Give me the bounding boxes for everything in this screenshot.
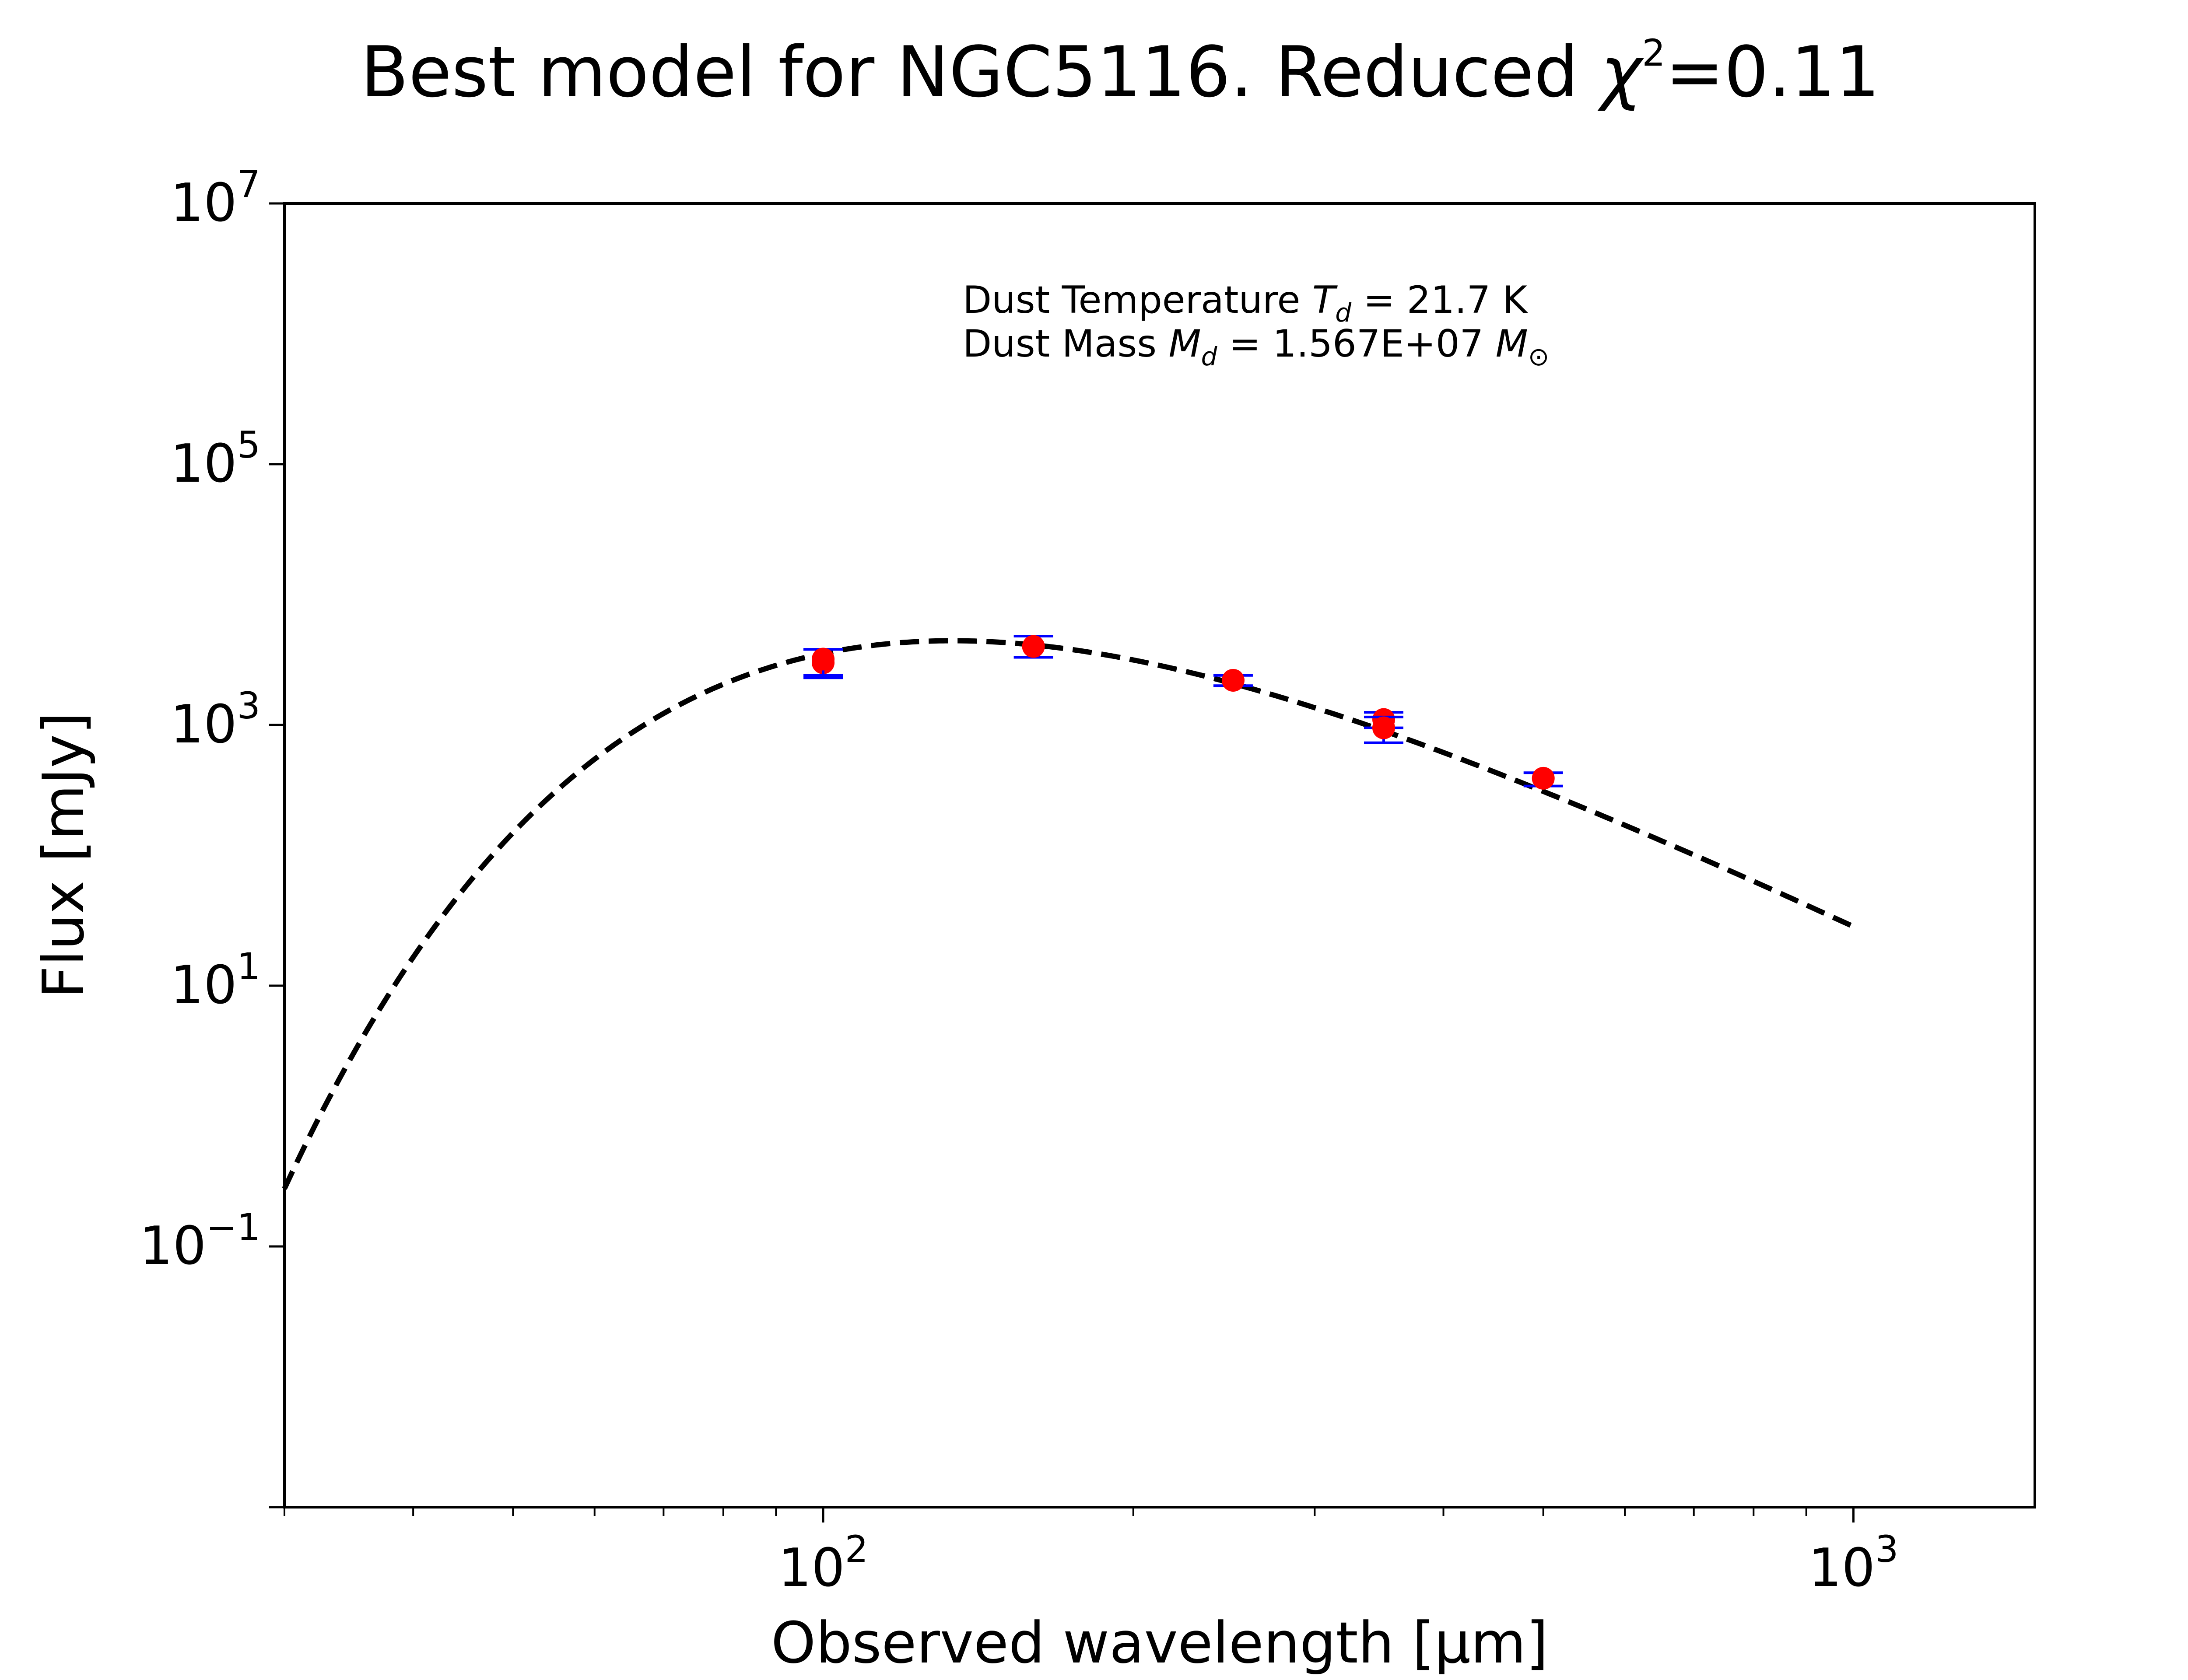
observation-7 [1523, 766, 1563, 790]
observation-3 [1013, 634, 1053, 659]
x-axis-label: Observed wavelength [μm] [771, 1610, 1548, 1676]
chart-title: Best model for NGC5116. Reduced χ2=0.11 [361, 31, 1880, 113]
observation-2 [803, 648, 843, 677]
y-tick-label: 103 [170, 684, 260, 755]
observation-4 [1213, 668, 1253, 692]
model-curve [282, 638, 1855, 1190]
data-point [812, 648, 835, 671]
y-axis-label: Flux [mJy] [30, 712, 97, 999]
data-point [1221, 668, 1245, 692]
y-tick-label: 101 [170, 945, 260, 1016]
observation-6 [1364, 715, 1403, 744]
data-point [1532, 766, 1555, 790]
dust-mass-label: Dust Mass Md = 1.567E+07 M⊙ [963, 322, 1549, 371]
axes-frame [283, 202, 2036, 1508]
x-tick-label: 102 [778, 1528, 868, 1599]
y-tick-label: 107 [170, 163, 260, 234]
y-tick-label: 10−1 [139, 1206, 260, 1277]
x-tick-label: 103 [1808, 1528, 1898, 1599]
y-axis-ticks: 10−1 101 103 105 107 [139, 163, 284, 1508]
data-point [1022, 635, 1045, 658]
dust-temperature-label: Dust Temperature Td = 21.7 K [963, 278, 1529, 328]
y-tick-label: 105 [170, 424, 260, 494]
plot-area [282, 634, 1855, 1190]
data-point [1372, 716, 1395, 739]
x-axis-ticks: 102 103 [284, 1507, 1898, 1599]
